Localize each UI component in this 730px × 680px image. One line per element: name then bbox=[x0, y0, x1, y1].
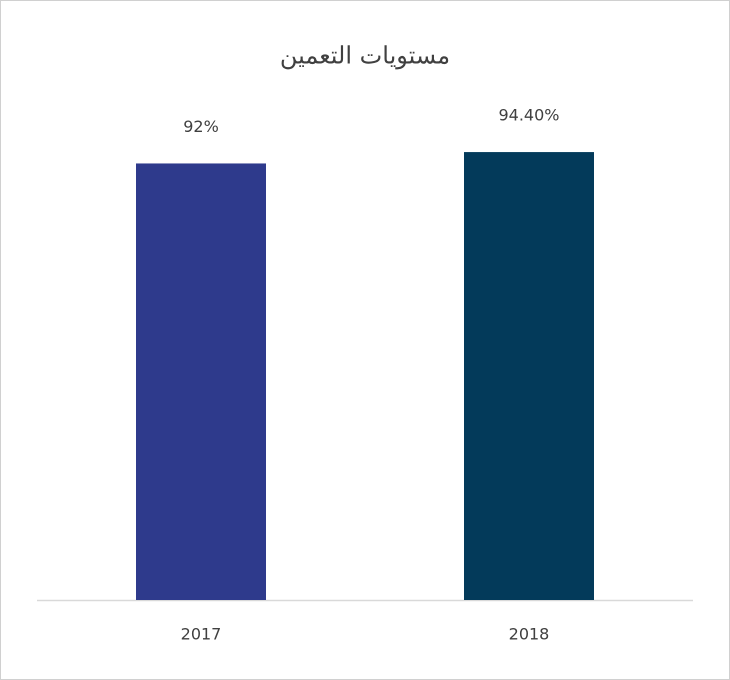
x-tick-label: 2018 bbox=[509, 625, 550, 644]
chart-title: مستويات التعمين bbox=[280, 42, 450, 70]
value-label: 92% bbox=[183, 117, 219, 136]
bar bbox=[136, 163, 266, 600]
x-tick-label: 2017 bbox=[181, 625, 222, 644]
bar bbox=[464, 152, 594, 600]
value-label: 94.40% bbox=[498, 106, 559, 125]
